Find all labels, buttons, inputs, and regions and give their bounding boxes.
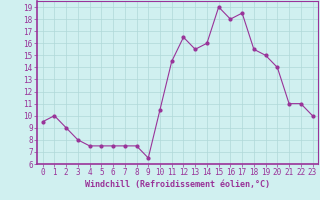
X-axis label: Windchill (Refroidissement éolien,°C): Windchill (Refroidissement éolien,°C) [85,180,270,189]
